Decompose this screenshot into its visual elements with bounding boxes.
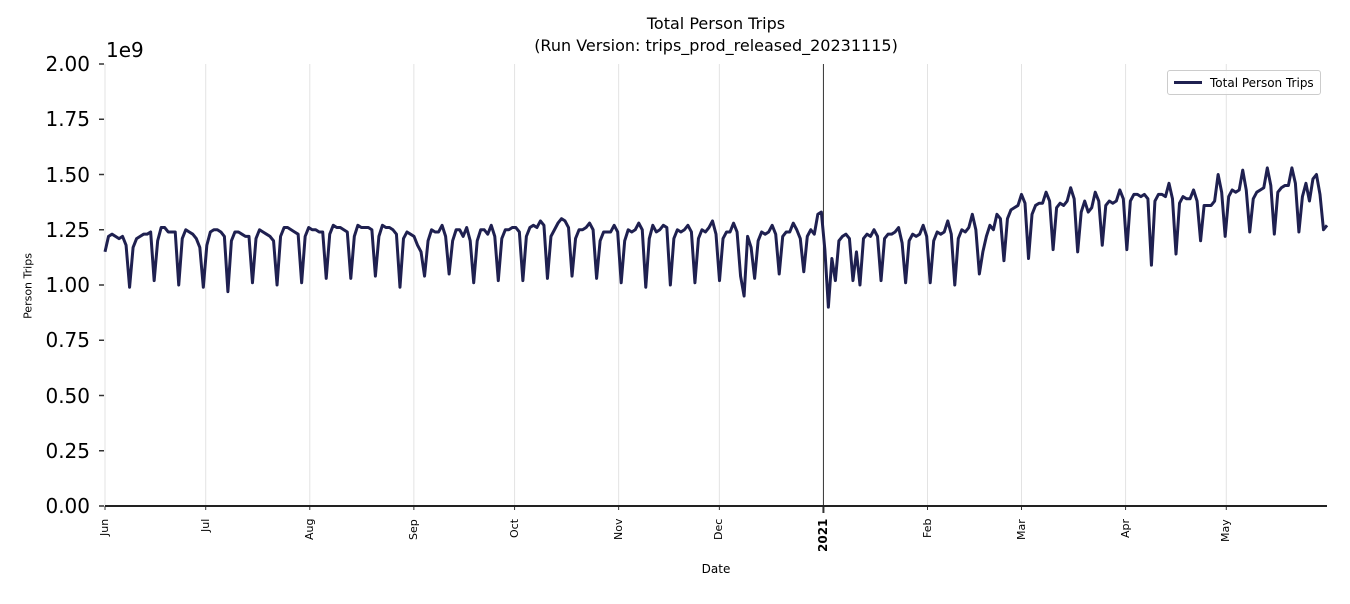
- legend-label: Total Person Trips: [1210, 75, 1314, 90]
- x-tick-label: Mar: [1014, 519, 1028, 540]
- legend-line-icon: [1174, 81, 1202, 84]
- legend: Total Person Trips: [1167, 70, 1321, 95]
- y-offset-label: 1e9: [106, 38, 144, 62]
- series-line-total-person-trips: [103, 166, 1329, 309]
- x-tick-label: May: [1219, 519, 1233, 542]
- y-tick-label: 2.00: [45, 52, 90, 76]
- x-tick-label: Apr: [1118, 519, 1132, 539]
- chart-subtitle: (Run Version: trips_prod_released_202311…: [534, 36, 898, 55]
- y-tick-label: 1.25: [45, 217, 90, 242]
- y-tick-label: 0.00: [45, 494, 90, 518]
- x-tick-label: Jul: [198, 519, 212, 533]
- x-tick-label: Nov: [611, 519, 625, 541]
- x-tick-label: 2021: [816, 519, 831, 553]
- y-axis-label: Person Trips: [21, 253, 35, 319]
- y-tick-label: 1.50: [45, 162, 90, 187]
- y-tick-label: 0.50: [45, 383, 90, 408]
- x-tick-label: Aug: [302, 519, 316, 541]
- x-tick-label: Jun: [98, 519, 111, 537]
- x-tick-label: Sep: [406, 519, 420, 540]
- x-tick-label: Feb: [920, 519, 934, 539]
- y-tick-label: 1.00: [45, 273, 90, 297]
- x-tick-label: Oct: [507, 519, 521, 539]
- y-tick-label: 0.25: [45, 438, 90, 463]
- y-tick-label: 0.75: [45, 328, 90, 353]
- y-tick-label: 1.75: [45, 107, 90, 132]
- x-tick-label: Dec: [712, 519, 726, 541]
- chart-title: Total Person Trips: [646, 14, 786, 33]
- x-axis-label: Date: [701, 562, 731, 576]
